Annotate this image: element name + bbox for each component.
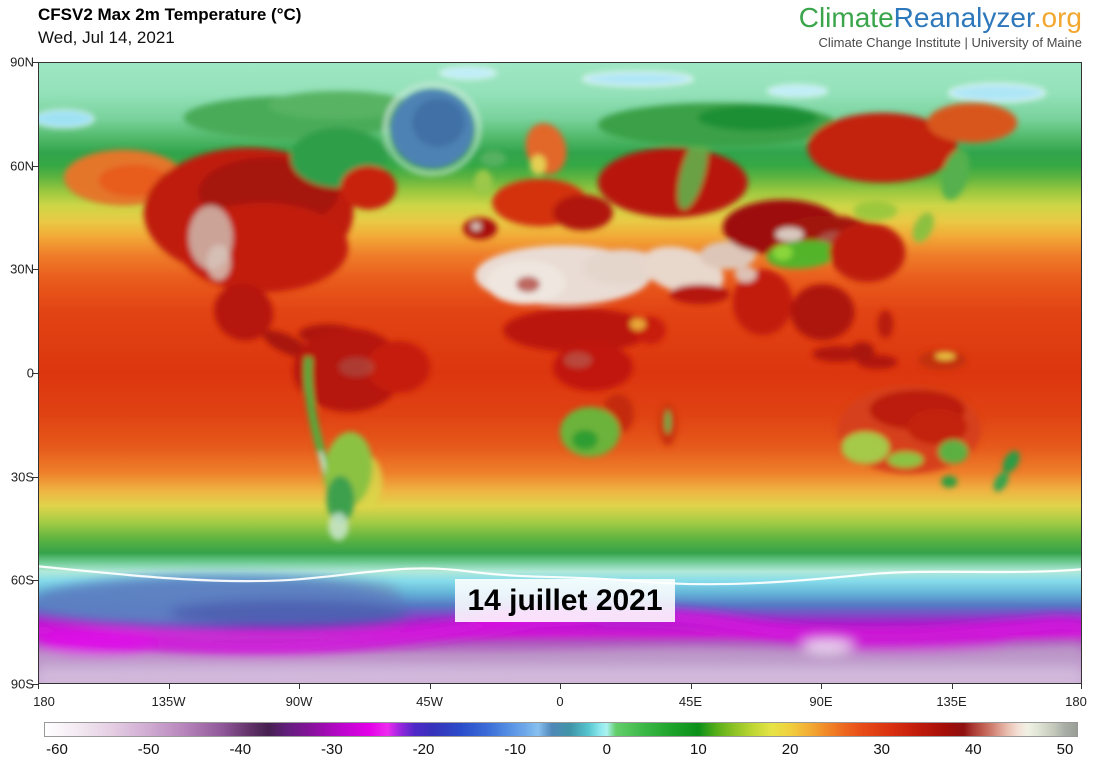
map-antarctic-contour <box>39 565 1081 586</box>
lat-tick <box>32 165 38 167</box>
lat-label-90n: 90N <box>10 54 34 70</box>
lon-tick <box>821 684 822 689</box>
colorbar-tick--50: -50 <box>137 741 160 758</box>
map-date-overlay: 14 juillet 2021 <box>455 579 675 622</box>
lat-label-0: 0 <box>26 365 34 381</box>
lon-label-135w: 135W <box>151 694 186 709</box>
colorbar-tick--40: -40 <box>229 741 252 758</box>
lon-tick <box>168 684 170 689</box>
lat-label-30n: 30N <box>10 261 34 277</box>
lon-tick <box>429 684 431 689</box>
logo-reanalyzer: Reanalyzer <box>893 2 1034 33</box>
lat-tick <box>32 373 38 374</box>
logo-climate: Climate <box>798 2 894 33</box>
lat-tick <box>32 476 38 478</box>
forecast-date: Wed, Jul 14, 2021 <box>38 28 175 47</box>
colorbar-tick-40: 40 <box>964 741 982 758</box>
colorbar-tick--60: -60 <box>46 741 68 758</box>
lat-label-90s: 90S <box>10 676 34 692</box>
colorbar-tick-0: 0 <box>602 741 611 758</box>
site-logo-wordmark[interactable]: ClimateReanalyzer.org <box>799 2 1082 34</box>
colorbar-gradient <box>44 722 1078 737</box>
lon-label-0: 0 <box>556 694 564 709</box>
colorbar-tick-10: 10 <box>690 741 707 758</box>
lat-label-60s: 60S <box>10 572 34 588</box>
lon-label-180w: 180 <box>33 694 55 709</box>
page-title: CFSV2 Max 2m Temperature (°C) <box>38 5 302 24</box>
logo-org: .org <box>1033 2 1082 33</box>
site-logo[interactable]: ClimateReanalyzer.org Climate Change Ins… <box>799 2 1082 50</box>
lon-label-90w: 90W <box>285 694 313 709</box>
lon-label-45w: 45W <box>416 694 443 709</box>
lon-label-180e: 180 <box>1065 694 1087 709</box>
colorbar-tick--30: -30 <box>321 741 343 758</box>
lon-label-135e: 135E <box>936 694 967 709</box>
colorbar-tick-50: 50 <box>1056 741 1074 758</box>
colorbar-tick-20: 20 <box>781 741 799 758</box>
lat-tick <box>32 580 38 582</box>
lon-tick <box>690 684 692 689</box>
lon-label-90e: 90E <box>809 694 833 709</box>
lon-tick <box>951 684 953 689</box>
map-antarctic-zone <box>39 575 1081 683</box>
lon-tick <box>299 684 300 689</box>
colorbar-tick--10: -10 <box>504 741 527 758</box>
lat-label-30s: 30S <box>10 469 34 485</box>
lon-tick <box>38 684 39 689</box>
lon-tick <box>1081 684 1082 689</box>
map-continents <box>63 82 1020 541</box>
colorbar-tick--20: -20 <box>412 741 435 758</box>
lat-tick <box>32 269 38 271</box>
site-logo-subtitle: Climate Change Institute | University of… <box>818 35 1083 50</box>
lat-tick <box>32 684 38 685</box>
colorbar-tick-30: 30 <box>873 741 891 758</box>
lon-tick <box>560 684 561 689</box>
lat-label-60n: 60N <box>10 158 34 174</box>
map-arctic-sea-ice <box>39 66 1046 129</box>
lon-label-45e: 45E <box>678 694 703 709</box>
lat-tick <box>32 62 38 63</box>
